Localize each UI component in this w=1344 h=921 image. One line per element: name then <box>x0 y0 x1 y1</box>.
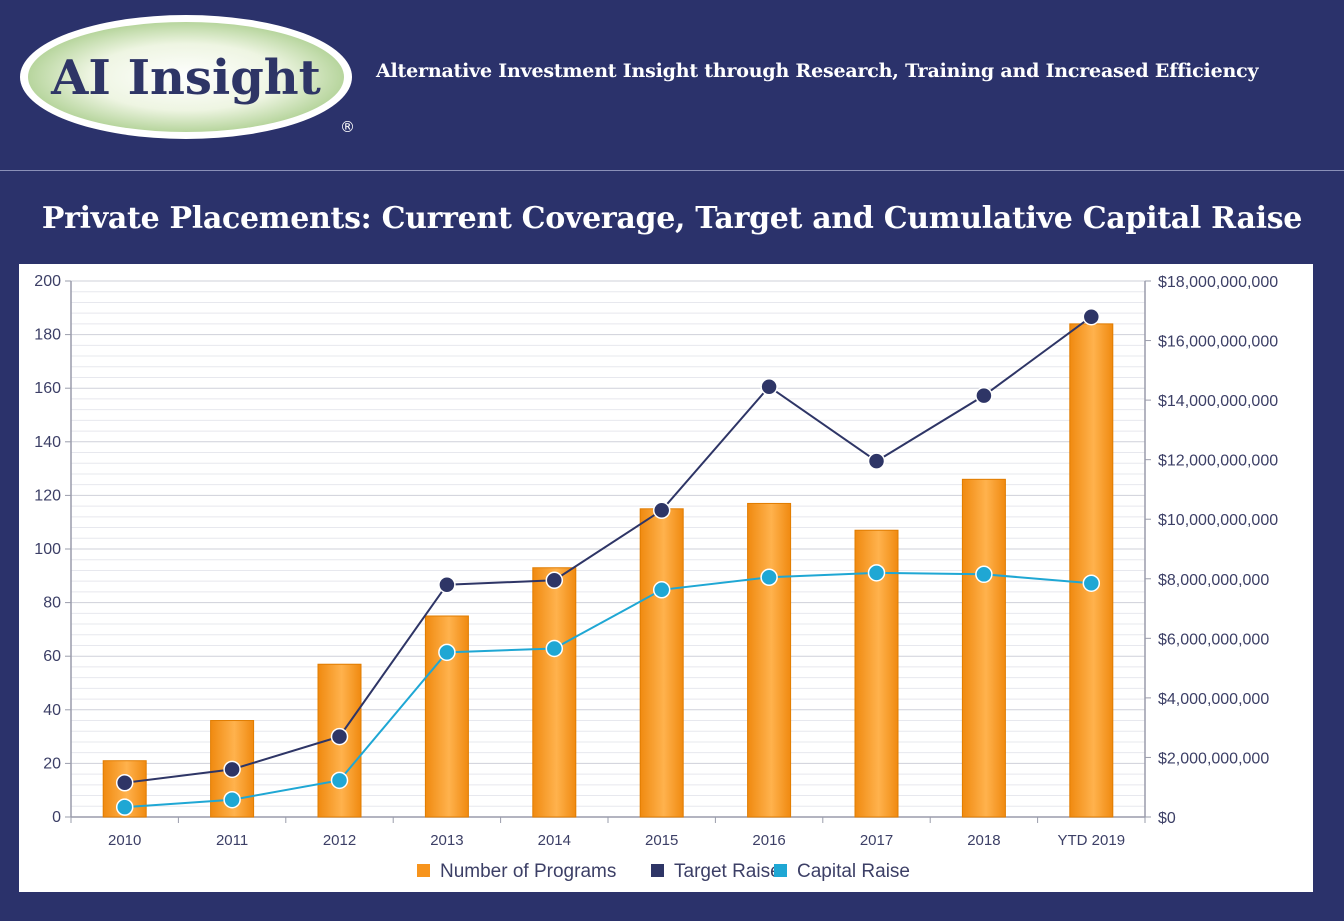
target-raise-point[interactable] <box>867 452 886 470</box>
x-tick-label: 2014 <box>538 832 571 849</box>
y-right-tick-label: $12,000,000,000 <box>1158 453 1278 470</box>
legend-swatch <box>651 864 664 877</box>
target-raise-point[interactable] <box>975 386 993 405</box>
bar-number-of-programs[interactable] <box>1069 323 1114 818</box>
x-tick-label: 2015 <box>645 832 678 849</box>
legend-label[interactable]: Number of Programs <box>440 861 616 882</box>
target-raise-point[interactable] <box>760 377 778 396</box>
chart-panel: 0 20 40 60 80 100 120 140 160 180 200 $0 $2,000,000,… <box>19 264 1313 892</box>
header-divider <box>0 170 1344 171</box>
y-left-tick-label: 0 <box>52 809 61 826</box>
y-left-tick-label: 120 <box>34 487 61 504</box>
y-right-tick-label: $0 <box>1158 810 1176 827</box>
target-raise-point[interactable] <box>115 774 134 792</box>
header: AI Insight ® Alternative Investment Insi… <box>0 0 1344 170</box>
x-tick-label: 2016 <box>752 832 785 849</box>
y-right-tick-label: $8,000,000,000 <box>1158 572 1269 589</box>
logo-registered-mark: ® <box>340 118 355 136</box>
y-left-tick-label: 80 <box>43 595 61 612</box>
y-right-tick-label: $18,000,000,000 <box>1158 274 1278 291</box>
y-right-tick-label: $16,000,000,000 <box>1158 334 1278 351</box>
target-raise-point[interactable] <box>652 501 671 520</box>
target-raise-point[interactable] <box>223 760 241 779</box>
bar-number-of-programs[interactable] <box>747 502 792 818</box>
capital-raise-point[interactable] <box>330 771 349 790</box>
capital-raise-line <box>124 571 1092 809</box>
y-left-tick-label: 60 <box>43 648 61 665</box>
target-raise-point[interactable] <box>1082 307 1101 326</box>
x-tick-label: 2013 <box>430 832 463 849</box>
capital-raise-point[interactable] <box>223 790 241 809</box>
y-left-tick-label: 160 <box>34 380 61 397</box>
x-tick-label: YTD 2019 <box>1058 832 1126 849</box>
target-raise-point[interactable] <box>330 727 349 746</box>
capital-raise-point[interactable] <box>867 564 886 582</box>
capital-raise-point[interactable] <box>975 565 993 584</box>
x-tick-label: 2010 <box>108 832 141 849</box>
y-right-tick-label: $10,000,000,000 <box>1158 512 1278 529</box>
y-left-tick-label: 40 <box>43 702 61 719</box>
y-right-tick-label: $2,000,000,000 <box>1158 750 1269 767</box>
x-tick-label: 2012 <box>323 832 356 849</box>
capital-raise-point[interactable] <box>760 568 778 587</box>
legend-swatch <box>774 864 787 877</box>
y-left-tick-label: 20 <box>43 755 61 772</box>
capital-raise-point[interactable] <box>652 581 671 599</box>
target-raise-point[interactable] <box>438 575 456 594</box>
y-right-tick-label: $14,000,000,000 <box>1158 393 1278 410</box>
capital-raise-point[interactable] <box>1082 574 1101 592</box>
target-raise-point[interactable] <box>545 571 564 590</box>
y-right-tick-label: $6,000,000,000 <box>1158 631 1269 648</box>
logo-oval-inner <box>28 22 344 132</box>
combo-chart: 0 20 40 60 80 100 120 140 160 180 200 $0 $2,000,000,… <box>34 273 1278 882</box>
bar-number-of-programs[interactable] <box>961 478 1006 818</box>
header-tagline: Alternative Investment Insight through R… <box>376 60 1259 82</box>
y-left-tick-label: 180 <box>34 327 61 344</box>
target-raise-line <box>124 315 1092 784</box>
y-right-tick-label: $4,000,000,000 <box>1158 691 1269 708</box>
legend-swatch <box>417 864 430 877</box>
ai-insight-logo[interactable]: AI Insight ® <box>18 14 358 144</box>
capital-raise-point[interactable] <box>438 643 456 662</box>
y-left-tick-label: 100 <box>34 541 61 558</box>
page-title: Private Placements: Current Coverage, Ta… <box>41 201 1303 236</box>
x-tick-label: 2018 <box>967 832 1000 849</box>
legend-label[interactable]: Capital Raise <box>797 861 910 882</box>
y-left-tick-label: 140 <box>34 434 61 451</box>
x-tick-label: 2011 <box>216 832 248 849</box>
capital-raise-point[interactable] <box>115 798 134 816</box>
bar-number-of-programs[interactable] <box>639 508 684 818</box>
y-left-tick-label: 200 <box>34 273 61 290</box>
legend-label[interactable]: Target Raise <box>674 861 781 882</box>
bar-number-of-programs[interactable] <box>532 567 577 818</box>
capital-raise-point[interactable] <box>545 639 564 658</box>
logo-text: AI Insight <box>50 50 321 106</box>
x-tick-label: 2017 <box>860 832 893 849</box>
